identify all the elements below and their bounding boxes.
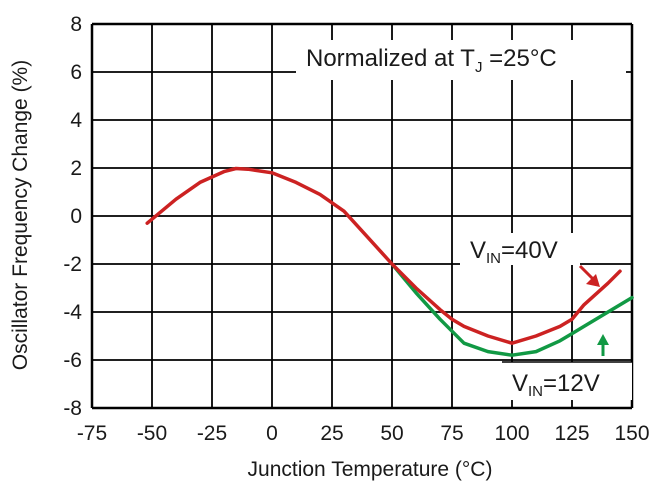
- series: [145, 166, 634, 357]
- y-tick-label: -2: [63, 253, 82, 276]
- normalized-annotation: Normalized at TJ =25°C: [306, 45, 557, 76]
- x-tick-label: 0: [266, 422, 278, 445]
- vin40-label: VIN=40V: [470, 237, 558, 267]
- vin12-arrow: [597, 334, 609, 356]
- x-tick-label: 100: [494, 422, 529, 445]
- vin40-arrow: [578, 264, 600, 287]
- x-tick-label: -75: [77, 422, 107, 445]
- vin40-label-bg: [460, 233, 580, 265]
- series-line-vin12: [390, 262, 634, 357]
- x-tick-label: -50: [137, 422, 167, 445]
- y-tick-label: 8: [70, 13, 82, 36]
- x-tick-label: 25: [320, 422, 343, 445]
- x-tick-label: 75: [440, 422, 463, 445]
- y-tick-label: -6: [63, 349, 82, 372]
- grid: [90, 22, 634, 410]
- y-axis-title: Oscillator Frequency Change (%): [9, 60, 32, 370]
- tick-labels: -75 -50 -25 0 25 50 75 100 125 150 -8 -6 -4 -2 0 2 4 6 8: [63, 13, 649, 445]
- y-tick-label: 0: [70, 205, 82, 228]
- y-tick-label: 4: [70, 109, 82, 132]
- vin12-label: VIN=12V: [512, 370, 600, 400]
- x-tick-label: 150: [614, 422, 649, 445]
- y-tick-label: -4: [63, 301, 82, 324]
- y-tick-label: -8: [63, 397, 82, 420]
- series-line-vin40: [145, 166, 622, 345]
- normalized-annotation-bg: [296, 40, 626, 80]
- x-axis-title: Junction Temperature (°C): [248, 458, 493, 481]
- y-tick-label: 6: [70, 61, 82, 84]
- y-tick-label: 2: [70, 157, 82, 180]
- x-tick-label: 50: [380, 422, 403, 445]
- x-tick-label: -25: [197, 422, 227, 445]
- vin12-label-bg: [502, 362, 632, 400]
- x-tick-label: 125: [554, 422, 589, 445]
